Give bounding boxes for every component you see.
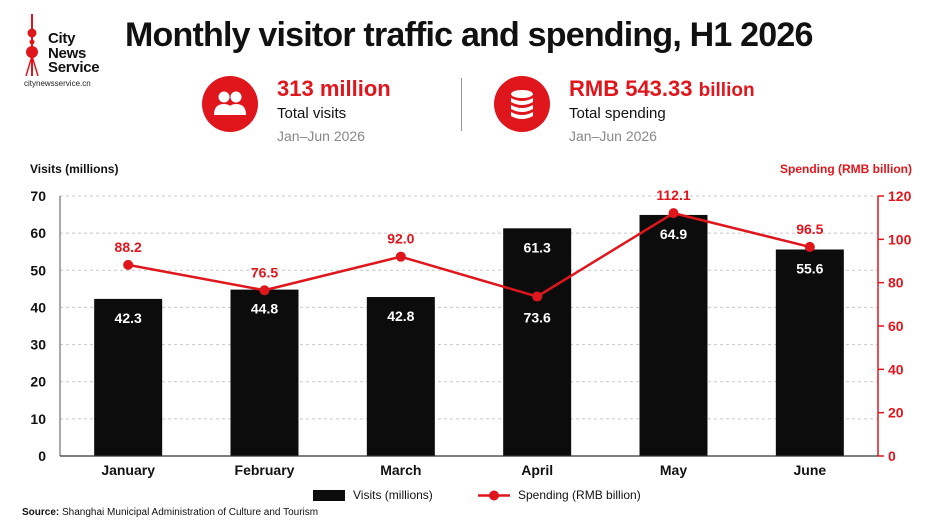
y-left-tick-label: 70 xyxy=(30,188,46,204)
legend-label-spending: Spending (RMB billion) xyxy=(518,488,641,502)
y-left-tick-label: 0 xyxy=(38,448,46,464)
spending-point xyxy=(259,285,270,296)
bar-value-label: 44.8 xyxy=(251,301,278,317)
source-label: Source: xyxy=(22,507,60,518)
y-left-tick-label: 40 xyxy=(30,299,46,315)
bar-visits xyxy=(503,228,572,456)
city-news-service-logo: City News Service citynewsservice.cn xyxy=(22,14,102,88)
y-left-tick-label: 10 xyxy=(30,411,46,427)
y-axis-right-title: Spending (RMB billion) xyxy=(780,162,912,176)
legend-label-visits: Visits (millions) xyxy=(353,488,433,502)
kpi-total-visits-value: 313 million xyxy=(277,76,391,101)
coin-stack-icon xyxy=(494,76,550,132)
y-left-tick-label: 20 xyxy=(30,374,46,390)
source-note: Source: Shanghai Municipal Administratio… xyxy=(22,507,318,518)
y-right-tick-label: 60 xyxy=(888,318,904,334)
y-right-tick-label: 80 xyxy=(888,275,904,291)
kpi-total-spending-number: RMB 543.33 xyxy=(569,76,693,101)
x-category-label: January xyxy=(101,462,155,478)
spending-point xyxy=(532,291,543,302)
kpi-total-visits-label: Total visits xyxy=(277,105,347,122)
logo-text-city: City xyxy=(48,30,76,47)
kpi-total-spending-period: Jan–Jun 2026 xyxy=(569,128,657,144)
legend-item-visits: Visits (millions) xyxy=(313,487,443,505)
kpi-total-visits-period: Jan–Jun 2026 xyxy=(277,128,365,144)
bar-visits xyxy=(639,214,708,456)
y-left-tick-label: 60 xyxy=(30,225,46,241)
kpi-total-spending-label: Total spending xyxy=(569,105,666,122)
legend-swatch-line xyxy=(478,490,510,501)
kpi-total-spending-unit: billion xyxy=(698,80,755,101)
bar-value-label: 61.3 xyxy=(524,239,551,255)
spending-value-label: 73.6 xyxy=(524,310,551,326)
logo-text-service: Service xyxy=(48,59,100,76)
bar-visits xyxy=(230,289,299,456)
legend-swatch-bar xyxy=(313,490,345,501)
y-right-tick-label: 0 xyxy=(888,448,896,464)
source-text: Shanghai Municipal Administration of Cul… xyxy=(62,507,319,518)
people-icon xyxy=(202,76,258,132)
y-left-tick-label: 50 xyxy=(30,262,46,278)
bar-value-label: 55.6 xyxy=(796,260,823,276)
y-right-tick-label: 120 xyxy=(888,188,912,204)
x-category-label: March xyxy=(380,462,421,478)
bar-value-label: 42.3 xyxy=(115,310,142,326)
spending-value-label: 92.0 xyxy=(387,231,414,247)
bar-visits xyxy=(94,298,163,456)
x-category-label: June xyxy=(793,462,826,478)
spending-point xyxy=(804,241,815,252)
spending-point xyxy=(668,208,679,219)
x-category-label: May xyxy=(660,462,687,478)
y-right-tick-label: 100 xyxy=(888,231,912,247)
bar-value-label: 64.9 xyxy=(660,226,687,242)
page-title: Monthly visitor traffic and spending, H1… xyxy=(125,16,813,54)
spending-point xyxy=(395,251,406,262)
bar-visits xyxy=(775,249,844,456)
logo-url: citynewsservice.cn xyxy=(24,79,91,88)
legend-item-spending: Spending (RMB billion) xyxy=(478,487,648,505)
y-left-tick-label: 30 xyxy=(30,337,46,353)
bar-visits xyxy=(366,297,435,456)
y-right-tick-label: 40 xyxy=(888,361,904,377)
spending-value-label: 112.1 xyxy=(656,187,690,203)
logo-text-news: News xyxy=(48,45,86,62)
spending-line xyxy=(127,211,811,298)
x-category-label: April xyxy=(521,462,553,478)
tv-tower-icon xyxy=(25,14,39,76)
kpi-total-spending-value: RMB 543.33 billion xyxy=(569,76,755,102)
bar-value-label: 42.8 xyxy=(387,308,414,324)
spending-value-label: 96.5 xyxy=(796,221,823,237)
x-category-label: February xyxy=(235,462,295,478)
chart-legend: Visits (millions) Spending (RMB billion) xyxy=(0,487,940,505)
spending-value-label: 88.2 xyxy=(115,239,142,255)
spending-value-label: 76.5 xyxy=(251,264,278,280)
y-axis-left-title: Visits (millions) xyxy=(30,162,119,176)
kpi-divider xyxy=(461,78,462,131)
spending-point xyxy=(123,259,134,270)
y-right-tick-label: 20 xyxy=(888,405,904,421)
